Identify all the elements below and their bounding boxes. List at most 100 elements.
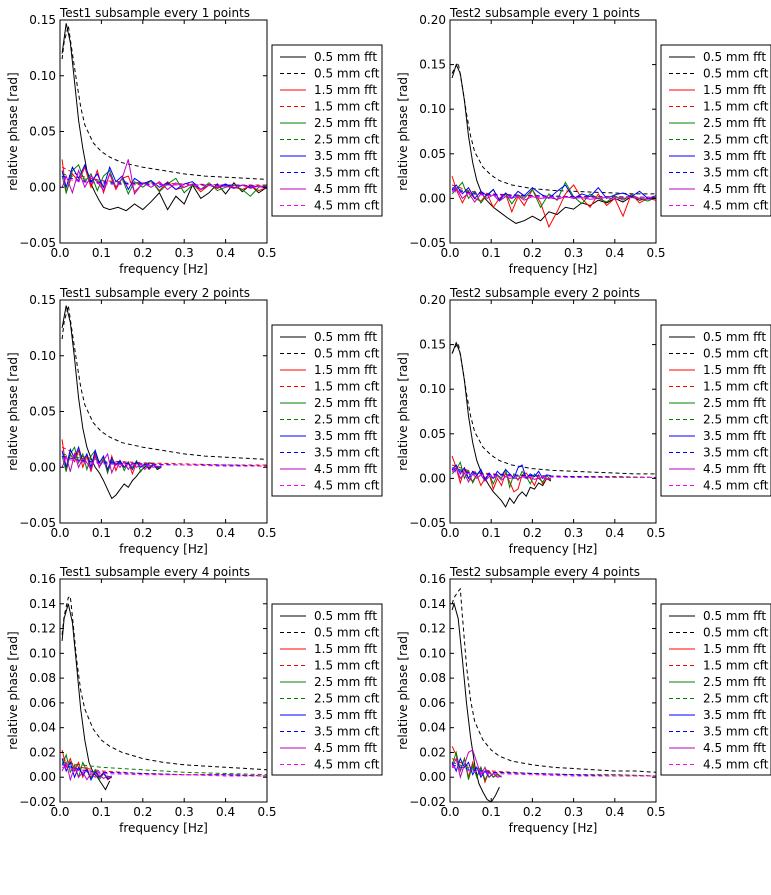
chart-panel-6: 0.0 0.1 0.2 0.3 0.4 0.5 −0.02 0.00 0.02 0.04 0.06 0…	[396, 565, 771, 835]
y-tick-label: 0.00	[29, 460, 56, 474]
x-axis-label: frequency [Hz]	[509, 542, 598, 556]
x-tick-label: 0.1	[482, 526, 501, 540]
series-line-3-5-mm-fft	[61, 445, 162, 472]
legend-entry-label: 4.5 mm cft	[703, 479, 769, 493]
y-tick-label: −0.02	[19, 795, 56, 809]
legend: 0.5 mm fft 0.5 mm cft 1.5 mm fft 1.5 mm cft…	[271, 44, 383, 217]
x-tick-label: 0.2	[133, 526, 152, 540]
legend-entry-label: 2.5 mm fft	[703, 396, 766, 410]
series-line-4-5-mm-fft	[61, 760, 112, 782]
legend-entry-label: 3.5 mm fft	[314, 429, 377, 443]
series-group	[61, 305, 267, 500]
x-tick-label: 0.1	[482, 246, 501, 260]
legend-entry-label: 1.5 mm cft	[314, 100, 380, 114]
y-axis-label: relative phase [rad]	[6, 72, 20, 190]
legend-entry-label: 1.5 mm fft	[314, 83, 377, 97]
x-tick-label: 0.1	[92, 246, 111, 260]
x-tick-label: 0.5	[257, 805, 276, 819]
chart-panel-4: 0.0 0.1 0.2 0.3 0.4 0.5 −0.05 0.00 0.05 0.10 0.15 0…	[396, 286, 771, 556]
legend-entry-label: 3.5 mm cft	[314, 725, 380, 739]
y-tick-label: 0.20	[419, 13, 446, 27]
series-line-4-5-mm-fft	[451, 186, 656, 203]
y-tick-label: 0.04	[419, 721, 446, 735]
x-tick-label: 0.2	[523, 246, 542, 260]
legend-entry-label: 2.5 mm cft	[703, 692, 769, 706]
y-tick-label: 0.08	[419, 671, 446, 685]
legend: 0.5 mm fft 0.5 mm cft 1.5 mm fft 1.5 mm cft…	[660, 603, 771, 776]
y-tick-label: 0.12	[29, 622, 56, 636]
x-tick-label: 0.0	[50, 805, 69, 819]
series-line-4-5-mm-cft	[62, 457, 267, 467]
legend-entry-label: 3.5 mm fft	[703, 429, 766, 443]
legend-entry-label: 2.5 mm fft	[314, 675, 377, 689]
y-tick-label: −0.05	[19, 236, 56, 250]
legend-entry-label: 3.5 mm cft	[703, 446, 769, 460]
legend-entry-label: 1.5 mm fft	[314, 642, 377, 656]
chart-title: Test2 subsample every 2 points	[449, 286, 640, 300]
legend: 0.5 mm fft 0.5 mm cft 1.5 mm fft 1.5 mm cft…	[660, 44, 771, 217]
legend-entry-label: 4.5 mm cft	[314, 758, 380, 772]
legend-entry-label: 1.5 mm cft	[314, 659, 380, 673]
y-tick-label: −0.05	[409, 516, 446, 530]
legend-entry-label: 4.5 mm fft	[703, 182, 766, 196]
legend-entry-label: 3.5 mm fft	[703, 708, 766, 722]
legend-entry-label: 4.5 mm cft	[314, 479, 380, 493]
y-tick-label: −0.05	[19, 516, 56, 530]
legend-entry-label: 0.5 mm cft	[703, 347, 769, 361]
series-line-3-5-mm-cft	[61, 764, 267, 777]
legend-entry-label: 0.5 mm fft	[703, 330, 766, 344]
x-tick-label: 0.2	[133, 246, 152, 260]
y-tick-label: 0.10	[29, 646, 56, 660]
y-tick-label: −0.05	[409, 236, 446, 250]
series-line-3-5-mm-cft	[61, 175, 267, 187]
x-axis-label: frequency [Hz]	[119, 821, 208, 835]
y-axis-label: relative phase [rad]	[396, 631, 410, 749]
series-line-2-5-mm-cft	[62, 761, 267, 776]
legend-entry-label: 0.5 mm fft	[703, 609, 766, 623]
y-tick-label: 0.06	[29, 696, 56, 710]
legend-entry-label: 0.5 mm cft	[703, 67, 769, 81]
axes-frame	[59, 299, 268, 524]
legend-entry-label: 4.5 mm fft	[314, 462, 377, 476]
series-line-4-5-mm-cft	[62, 177, 267, 187]
axes-frame	[449, 19, 657, 244]
y-tick-label: 0.10	[29, 69, 56, 83]
x-tick-label: 0.0	[440, 805, 459, 819]
series-line-0-5-mm-cft	[61, 305, 267, 460]
legend-entry-label: 1.5 mm fft	[703, 83, 766, 97]
chart-title: Test2 subsample every 1 points	[449, 6, 640, 20]
x-tick-label: 0.1	[92, 805, 111, 819]
x-tick-label: 0.1	[92, 526, 111, 540]
legend-entry-label: 2.5 mm fft	[703, 116, 766, 130]
legend-entry-label: 1.5 mm fft	[314, 363, 377, 377]
x-tick-label: 0.3	[175, 246, 194, 260]
legend-entry-label: 2.5 mm cft	[703, 133, 769, 147]
legend-entry-label: 4.5 mm fft	[314, 182, 377, 196]
legend-entry-label: 3.5 mm cft	[314, 166, 380, 180]
x-tick-label: 0.4	[605, 805, 624, 819]
legend-entry-label: 0.5 mm fft	[314, 609, 377, 623]
legend: 0.5 mm fft 0.5 mm cft 1.5 mm fft 1.5 mm cft…	[271, 324, 383, 497]
legend-entry-label: 1.5 mm cft	[314, 380, 380, 394]
series-line-1-5-mm-fft	[451, 175, 656, 229]
legend-entry-label: 1.5 mm cft	[703, 659, 769, 673]
legend-entry-label: 0.5 mm cft	[314, 626, 380, 640]
y-tick-label: 0.00	[419, 191, 446, 205]
series-line-2-5-mm-cft	[451, 761, 656, 777]
x-tick-label: 0.5	[257, 526, 276, 540]
y-axis-label: relative phase [rad]	[396, 352, 410, 470]
legend-entry-label: 1.5 mm fft	[703, 642, 766, 656]
legend: 0.5 mm fft 0.5 mm cft 1.5 mm fft 1.5 mm cft…	[271, 603, 383, 776]
series-line-4-5-mm-fft	[61, 159, 267, 196]
y-tick-label: 0.15	[29, 13, 56, 27]
x-tick-label: 0.4	[605, 246, 624, 260]
x-axis-label: frequency [Hz]	[119, 262, 208, 276]
legend-entry-label: 2.5 mm fft	[314, 116, 377, 130]
y-tick-label: 0.06	[419, 696, 446, 710]
series-line-0-5-mm-cft	[451, 341, 656, 475]
series-line-2-5-mm-fft	[61, 445, 162, 475]
legend-entry-label: 1.5 mm cft	[703, 100, 769, 114]
x-tick-label: 0.3	[564, 805, 583, 819]
legend-entry-label: 1.5 mm fft	[703, 363, 766, 377]
